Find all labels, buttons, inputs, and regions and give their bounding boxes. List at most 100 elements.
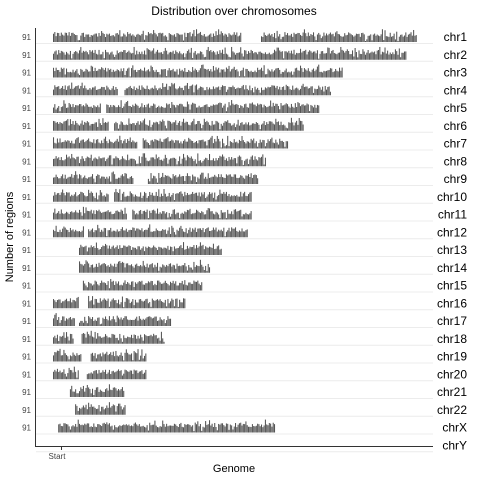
bar-chr6-112 bbox=[203, 118, 205, 131]
bar-chr3-206 bbox=[320, 71, 322, 78]
bar-chr19-62 bbox=[142, 358, 144, 362]
bar-chr18-71 bbox=[153, 333, 155, 344]
bar-chr9-44 bbox=[110, 181, 112, 184]
bar-chr5-118 bbox=[211, 105, 213, 113]
bar-chr2-41 bbox=[106, 52, 108, 60]
bar-chr21-28 bbox=[106, 388, 108, 397]
bar-chr8-109 bbox=[194, 159, 196, 167]
bar-chr2-11 bbox=[67, 53, 69, 60]
bar-chr11-81 bbox=[163, 211, 165, 220]
bar-chr4-166 bbox=[275, 87, 277, 96]
bar-chr5-199 bbox=[316, 104, 318, 113]
bar-chr15-90 bbox=[199, 285, 201, 291]
bar-chr2-164 bbox=[266, 54, 268, 60]
bar-chrX-134 bbox=[232, 429, 234, 433]
bar-chr1-173 bbox=[297, 32, 299, 42]
bar-chr10-68 bbox=[146, 197, 148, 202]
bar-chr9-116 bbox=[218, 174, 220, 184]
bar-chr2-45 bbox=[111, 51, 113, 60]
bar-chr18-46 bbox=[120, 338, 122, 344]
bars-chr6 bbox=[53, 117, 304, 131]
bar-chr10-43 bbox=[114, 192, 116, 202]
bar-chr12-90 bbox=[173, 232, 175, 238]
bar-chr17-1 bbox=[54, 314, 56, 326]
bar-chr12-4 bbox=[58, 231, 60, 238]
bar-chr13-69 bbox=[168, 249, 170, 255]
bar-chr6-71 bbox=[150, 127, 152, 131]
bar-chr7-166 bbox=[274, 143, 276, 149]
bar-chr7-176 bbox=[287, 141, 289, 149]
bar-chr3-50 bbox=[118, 70, 120, 78]
bar-chr7-99 bbox=[186, 141, 188, 149]
bar-chr4-73 bbox=[154, 85, 156, 96]
bar-chr4-132 bbox=[231, 87, 233, 96]
bar-chr7-127 bbox=[223, 143, 225, 149]
bar-chr8-92 bbox=[172, 157, 174, 167]
bar-chr3-86 bbox=[164, 68, 166, 78]
bar-chr3-82 bbox=[159, 74, 161, 78]
bar-chr7-137 bbox=[236, 141, 238, 149]
bar-chr4-12 bbox=[68, 85, 70, 96]
bar-chrX-20 bbox=[84, 423, 86, 433]
bar-chr2-54 bbox=[123, 50, 125, 60]
bar-chr11-53 bbox=[121, 210, 123, 220]
bar-chr17-70 bbox=[147, 316, 149, 326]
panel-label-chr2: chr2 bbox=[444, 48, 468, 62]
bar-chr18-45 bbox=[119, 333, 121, 344]
bar-chr5-8 bbox=[63, 100, 65, 113]
bar-chr8-52 bbox=[120, 159, 122, 167]
bar-chr8-90 bbox=[170, 158, 172, 167]
bar-chr17-65 bbox=[141, 320, 143, 326]
bar-chr8-73 bbox=[147, 161, 149, 167]
bar-chr10-111 bbox=[202, 194, 204, 202]
bar-chr11-44 bbox=[110, 211, 112, 220]
bar-chr2-51 bbox=[119, 52, 121, 60]
bar-chr2-91 bbox=[171, 52, 173, 60]
bar-chr3-28 bbox=[89, 71, 91, 78]
bar-chr2-109 bbox=[194, 50, 196, 60]
bar-chr11-124 bbox=[219, 218, 221, 220]
bar-chr10-82 bbox=[164, 193, 166, 202]
bar-chr2-237 bbox=[361, 54, 363, 60]
bar-chr1-254 bbox=[402, 36, 404, 42]
bar-chr13-82 bbox=[185, 249, 187, 255]
bar-chr1-230 bbox=[371, 40, 373, 42]
bar-chr10-55 bbox=[129, 191, 131, 202]
bar-chr6-134 bbox=[232, 124, 234, 131]
bar-chr13-36 bbox=[125, 246, 127, 255]
bar-chr5-165 bbox=[272, 102, 274, 113]
bar-chr10-17 bbox=[75, 192, 77, 202]
bar-chr14-15 bbox=[98, 262, 100, 273]
bar-chr3-204 bbox=[318, 64, 320, 78]
bar-chr1-149 bbox=[266, 35, 268, 42]
bar-chrX-80 bbox=[162, 420, 164, 433]
bar-chr10-77 bbox=[158, 189, 160, 202]
bar-chr9-112 bbox=[212, 176, 214, 184]
bar-chr12-72 bbox=[150, 231, 152, 238]
bar-chr1-110 bbox=[196, 29, 198, 42]
bar-chr5-66 bbox=[144, 104, 146, 113]
bar-chr12-101 bbox=[188, 229, 190, 238]
bar-chr17-33 bbox=[99, 324, 101, 326]
y-tick-label-chr2: 91 bbox=[22, 51, 31, 60]
bar-chr8-77 bbox=[153, 157, 155, 167]
bar-chr16-22 bbox=[90, 300, 92, 309]
bar-chr5-193 bbox=[309, 111, 311, 113]
bar-chr9-127 bbox=[232, 176, 234, 184]
bar-chr19-15 bbox=[72, 352, 74, 362]
bar-chr3-179 bbox=[285, 68, 287, 78]
bar-chr3-157 bbox=[257, 67, 259, 78]
bar-chrX-161 bbox=[267, 425, 269, 433]
bar-chr7-102 bbox=[190, 140, 192, 149]
bar-chr1-200 bbox=[332, 33, 334, 42]
bar-chr6-151 bbox=[254, 124, 256, 131]
bar-chr16-29 bbox=[99, 298, 101, 309]
bar-chr1-228 bbox=[368, 35, 370, 42]
bar-chr6-70 bbox=[149, 120, 151, 131]
bar-chr10-10 bbox=[66, 192, 68, 202]
bar-chr19-58 bbox=[137, 349, 139, 362]
bar-chr4-118 bbox=[212, 86, 214, 96]
bar-chr6-164 bbox=[271, 121, 273, 131]
bar-chr19-24 bbox=[93, 355, 95, 362]
bar-chr7-151 bbox=[254, 143, 256, 149]
